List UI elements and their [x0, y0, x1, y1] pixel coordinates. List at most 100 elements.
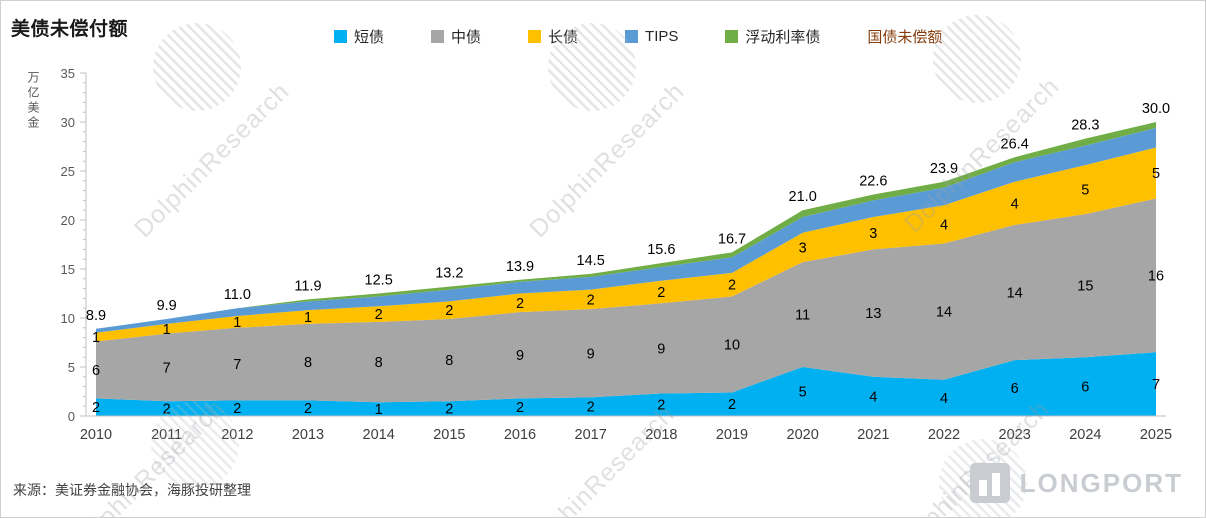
segment-label: 2: [233, 401, 241, 417]
longport-logo-icon: [969, 463, 1010, 503]
segment-label: 4: [869, 389, 877, 405]
segment-label: 9: [587, 346, 595, 362]
segment-label: 2: [657, 285, 665, 301]
segment-label: 7: [233, 357, 241, 373]
segment-label: 1: [163, 322, 171, 338]
segment-label: 15: [1077, 279, 1093, 295]
segment-label: 2: [728, 278, 736, 294]
segment-label: 8: [445, 353, 453, 369]
segment-label: 1: [92, 330, 100, 346]
segment-label: 4: [940, 391, 948, 407]
segment-label: 5: [799, 385, 807, 401]
total-label: 9.9: [157, 298, 177, 314]
legend-label: TIPS: [645, 28, 679, 45]
legend-label: 短债: [354, 29, 385, 46]
segment-label: 8: [375, 355, 383, 371]
x-tick-label: 2021: [857, 427, 889, 443]
total-label: 30.0: [1142, 101, 1170, 117]
x-tick-label: 2025: [1140, 427, 1172, 443]
y-tick-label: 25: [61, 164, 75, 179]
chart-title: 美债未偿付额: [11, 19, 129, 40]
segment-label: 2: [587, 400, 595, 416]
x-tick-label: 2018: [645, 427, 677, 443]
segment-label: 5: [1081, 183, 1089, 199]
x-tick-label: 2024: [1069, 427, 1101, 443]
segment-label: 6: [1011, 381, 1019, 397]
segment-label: 7: [1152, 377, 1160, 393]
segment-label: 14: [936, 305, 952, 321]
segment-label: 2: [304, 401, 312, 417]
segment-label: 10: [724, 337, 740, 353]
longport-logo: LONGPORT: [969, 463, 1183, 503]
y-tick-label: 20: [61, 213, 75, 228]
segment-label: 3: [799, 240, 807, 256]
x-tick-label: 2017: [575, 427, 607, 443]
y-tick-label: 15: [61, 262, 75, 277]
legend-item: 浮动利率债: [725, 26, 820, 47]
legend-swatch: [528, 30, 542, 43]
segment-label: 2: [375, 307, 383, 323]
x-tick-label: 2019: [716, 427, 748, 443]
longport-logo-text: LONGPORT: [1019, 467, 1183, 498]
area-series-0: [96, 352, 1156, 416]
segment-label: 16: [1148, 268, 1164, 284]
segment-label: 11: [795, 308, 810, 324]
total-label: 11.9: [294, 278, 321, 294]
total-label: 21.0: [789, 189, 817, 205]
legend-swatch: [334, 30, 347, 43]
total-label: 12.5: [365, 273, 393, 289]
segment-label: 9: [657, 341, 665, 357]
total-label: 23.9: [930, 161, 958, 177]
segment-label: 1: [375, 402, 383, 418]
legend-swatch: [725, 30, 739, 43]
segment-label: 2: [728, 397, 736, 413]
y-axis-title: 万亿美金: [26, 71, 40, 131]
segment-label: 7: [163, 360, 171, 376]
x-tick-label: 2015: [433, 427, 465, 443]
x-tick-label: 2012: [221, 427, 253, 443]
area-series-1: [96, 198, 1156, 403]
legend-label: 中债: [451, 29, 482, 46]
source-note: 来源：美证券金融协会，海豚投研整理: [13, 482, 251, 498]
x-tick-label: 2023: [999, 427, 1031, 443]
legend-item: TIPS: [625, 28, 678, 45]
legend-item: 中债: [431, 26, 481, 47]
legend-swatch: [431, 30, 445, 43]
segment-label: 4: [1011, 196, 1019, 212]
y-tick-label: 5: [68, 360, 75, 375]
total-label: 14.5: [577, 253, 605, 269]
segment-label: 4: [940, 217, 948, 233]
y-tick-label: 35: [61, 66, 75, 81]
legend-label: 浮动利率债: [745, 29, 821, 46]
segment-label: 2: [516, 400, 524, 416]
segment-label: 2: [445, 402, 453, 418]
segment-label: 2: [163, 402, 171, 418]
x-tick-label: 2020: [787, 427, 819, 443]
total-label: 15.6: [647, 242, 675, 258]
segment-label: 14: [1007, 286, 1023, 302]
legend-swatch: [625, 30, 639, 43]
x-tick-label: 2022: [928, 427, 960, 443]
legend-label: 国债未偿额: [867, 29, 943, 46]
segment-label: 2: [587, 292, 595, 308]
total-label: 13.9: [506, 259, 534, 275]
segment-label: 9: [516, 348, 524, 364]
x-tick-label: 2011: [151, 427, 182, 443]
segment-label: 5: [1152, 166, 1160, 182]
x-tick-label: 2010: [80, 427, 112, 443]
x-tick-label: 2016: [504, 427, 536, 443]
segment-label: 6: [1081, 380, 1089, 396]
segment-label: 13: [865, 306, 881, 322]
segment-label: 6: [92, 363, 100, 379]
segment-label: 1: [233, 315, 241, 331]
segment-label: 2: [92, 400, 100, 416]
segment-label: 3: [869, 226, 877, 242]
total-label: 8.9: [86, 308, 106, 324]
x-tick-label: 2013: [292, 427, 324, 443]
segment-label: 2: [657, 398, 665, 414]
y-tick-label: 0: [68, 409, 75, 424]
legend-item: 长债: [528, 26, 578, 47]
legend-item: 短债: [334, 26, 384, 47]
